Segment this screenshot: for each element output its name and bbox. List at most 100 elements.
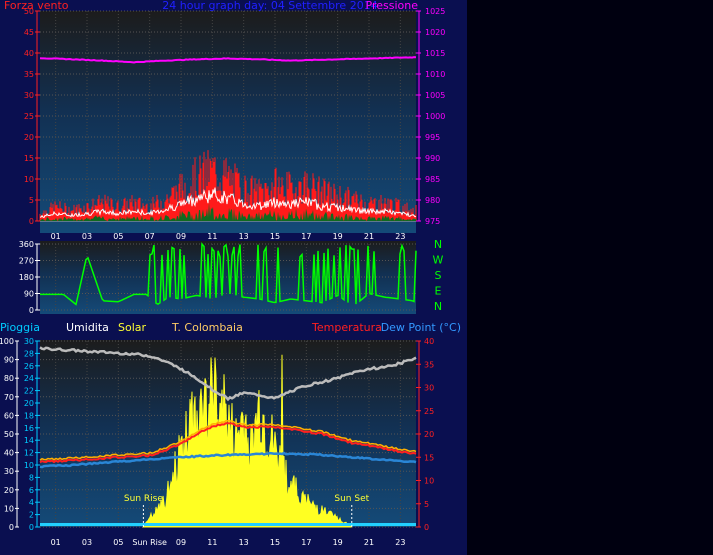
wind-x-tick-label: 09 xyxy=(176,232,186,241)
temperature-axis-tick-label: 30 xyxy=(424,384,434,393)
temperature-x-tick-label: 13 xyxy=(239,538,249,547)
wind-axis-tick-label: 15 xyxy=(24,154,34,163)
wind-direction-series xyxy=(40,242,417,306)
humidity-axis-tick-label: 70 xyxy=(4,393,14,402)
wind-axis-tick-label: 0 xyxy=(29,217,34,226)
wind-x-tick-label: 19 xyxy=(333,232,343,241)
temperature-series xyxy=(39,422,417,464)
rain-axis-tick-label: 18 xyxy=(24,411,34,420)
humidity-axis-tick-label: 80 xyxy=(4,374,14,383)
wind-x-axis: 01 03 05 07 09 11 13 15 17 19 21 23 xyxy=(51,232,406,241)
wind-axis-tick-label: 25 xyxy=(24,112,34,121)
site-temperature-series xyxy=(39,420,417,461)
temperature-x-tick-label: 05 xyxy=(113,538,123,547)
pressure-axis-tick-label: 990 xyxy=(425,154,440,163)
wind-x-tick-label: 17 xyxy=(301,232,311,241)
pressure-axis-tick-label: 1000 xyxy=(425,112,445,121)
wind-x-tick-label: 03 xyxy=(82,232,92,241)
direction-axis-tick-label: 90 xyxy=(24,290,34,299)
site-legend-label: T. Colombaia xyxy=(171,321,243,334)
wind-x-tick-label: 15 xyxy=(270,232,280,241)
rain-axis-tick-label: 12 xyxy=(24,449,34,458)
dewpoint-legend-label: Dew Point (°C) xyxy=(381,321,461,334)
rain-series xyxy=(40,523,416,526)
wind-x-tick-label: 21 xyxy=(364,232,374,241)
sunrise-label: Sun Rise xyxy=(124,494,163,504)
temperature-x-tick-label: 15 xyxy=(270,538,280,547)
temperature-x-tick-label: 19 xyxy=(333,538,343,547)
humidity-axis-tick-label: 10 xyxy=(4,504,14,513)
humidity-axis-tick-label: 90 xyxy=(4,356,14,365)
humidity-axis-tick-label: 60 xyxy=(4,411,14,420)
pressure-axis-tick-label: 985 xyxy=(425,175,440,184)
humidity-axis-tick-label: 30 xyxy=(4,467,14,476)
wind-axis-tick-label: 45 xyxy=(24,28,34,37)
compass-label: S xyxy=(435,269,442,282)
rain-axis-tick-label: 6 xyxy=(29,486,34,495)
dewpoint-series xyxy=(39,451,417,469)
rain-axis-tick-label: 28 xyxy=(24,349,34,358)
direction-axis-tick-label: 0 xyxy=(29,306,34,315)
temperature-x-axis: 01 03 05 Sun Rise 09 11 13 15 17 19 21 23 xyxy=(51,538,406,547)
wind-axis-tick-label: 10 xyxy=(24,175,34,184)
compass-label: W xyxy=(433,254,444,267)
pressure-axis-tick-label: 995 xyxy=(425,133,440,142)
temperature-axis-tick-label: 15 xyxy=(424,453,434,462)
wind-calm-area xyxy=(40,202,416,221)
compass-label: N xyxy=(434,300,442,313)
humidity-legend-label: Umidita xyxy=(66,321,109,334)
wind-x-tick-label: 11 xyxy=(207,232,217,241)
wind-axis-tick-label: 30 xyxy=(24,91,34,100)
humidity-axis-tick-label: 100 xyxy=(0,337,14,346)
rain-axis-tick-label: 10 xyxy=(24,461,34,470)
temperature-axis-tick-label: 10 xyxy=(424,477,434,486)
temperature-x-tick-label: 01 xyxy=(51,538,61,547)
temperature-grid xyxy=(40,340,416,528)
rain-axis-tick-label: 30 xyxy=(24,337,34,346)
humidity-axis-tick-label: 40 xyxy=(4,449,14,458)
rain-axis-tick-label: 8 xyxy=(29,473,34,482)
humidity-series xyxy=(39,346,417,402)
wind-legend-label: Forza vento xyxy=(4,0,69,12)
temperature-axis-tick-label: 35 xyxy=(424,360,434,369)
temperature-x-tick-label: 23 xyxy=(395,538,405,547)
compass-label: N xyxy=(434,238,442,251)
pressure-axis-tick-label: 1015 xyxy=(425,49,445,58)
wind-x-tick-label: 05 xyxy=(113,232,123,241)
pressure-axis-tick-label: 980 xyxy=(425,196,440,205)
sunset-label: Sun Set xyxy=(334,494,369,504)
temperature-axis-tick-label: 25 xyxy=(424,407,434,416)
temperature-axis-tick-label: 5 xyxy=(424,500,429,509)
wind-axis-tick-label: 35 xyxy=(24,70,34,79)
pressure-series xyxy=(39,56,417,64)
pressure-axis-tick-label: 1010 xyxy=(425,70,445,79)
temperature-legend-label: Temperatura xyxy=(311,321,382,334)
humidity-left-axis: 0 10 20 30 40 50 60 70 80 90 100 xyxy=(0,337,19,532)
humidity-axis-tick-label: 50 xyxy=(4,430,14,439)
direction-left-axis: 0 90 180 270 360 xyxy=(19,240,40,315)
wind-left-axis: 0 5 10 15 20 25 30 35 40 45 50 xyxy=(24,7,40,226)
wind-avg-series xyxy=(39,187,417,219)
rain-axis-tick-label: 0 xyxy=(29,523,34,532)
direction-axis-tick-label: 180 xyxy=(19,273,34,282)
chart-title: 24 hour graph day: 04 Settembre 2014 xyxy=(162,0,377,12)
temperature-right-axis: 0 5 10 15 20 25 30 35 40 xyxy=(416,337,434,532)
temperature-axis-tick-label: 40 xyxy=(424,337,434,346)
temperature-x-tick-label: 21 xyxy=(364,538,374,547)
direction-axis-tick-label: 360 xyxy=(19,240,34,249)
solar-series xyxy=(142,354,352,528)
rain-axis-tick-label: 14 xyxy=(24,436,34,445)
pressure-axis-tick-label: 1005 xyxy=(425,91,445,100)
rain-axis-tick-label: 20 xyxy=(24,399,34,408)
rain-axis-tick-label: 2 xyxy=(29,511,34,520)
direction-axis-tick-label: 270 xyxy=(19,257,34,266)
right-blank-area xyxy=(467,0,713,555)
wind-x-tick-label: 01 xyxy=(51,232,61,241)
temperature-x-tick-label: Sun Rise xyxy=(132,538,167,547)
